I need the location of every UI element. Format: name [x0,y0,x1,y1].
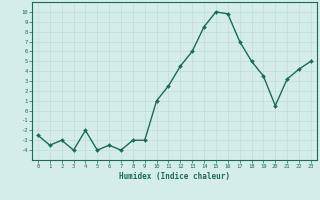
X-axis label: Humidex (Indice chaleur): Humidex (Indice chaleur) [119,172,230,181]
